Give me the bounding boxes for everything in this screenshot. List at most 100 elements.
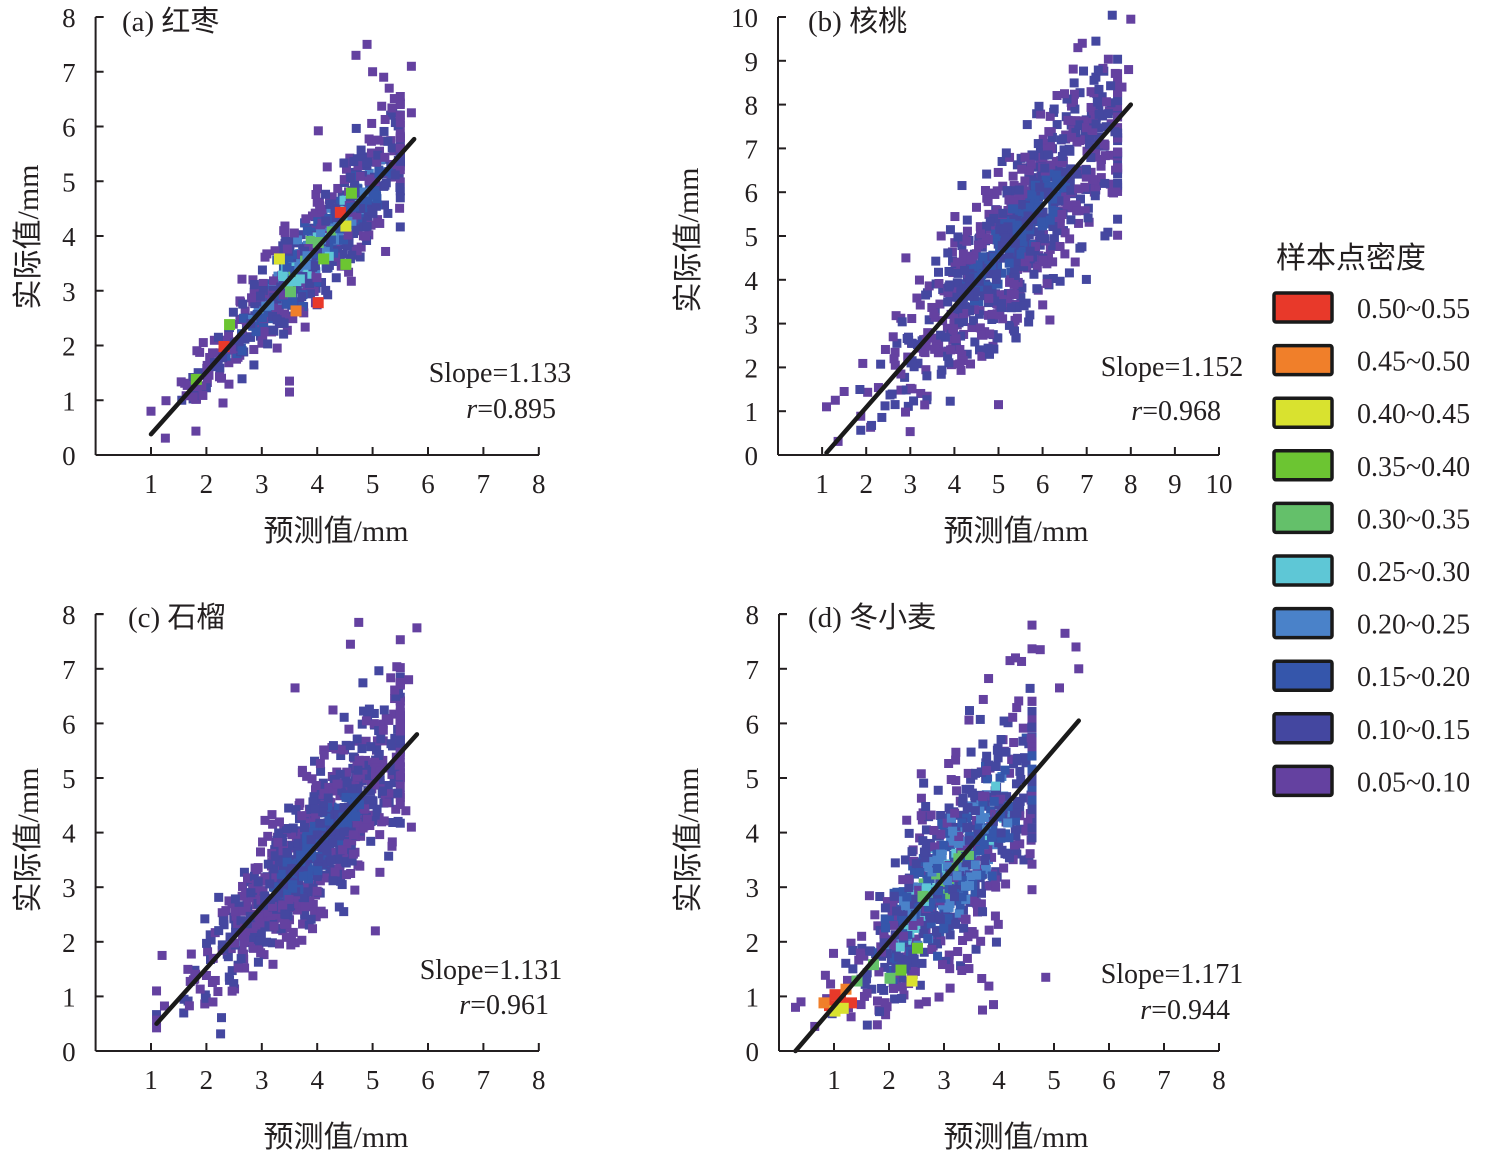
data-point — [267, 311, 277, 321]
data-point — [923, 328, 933, 338]
data-point — [1015, 766, 1025, 776]
data-point — [395, 203, 405, 213]
data-point — [933, 951, 943, 961]
data-point — [874, 967, 884, 977]
data-point — [857, 943, 867, 953]
data-point — [341, 792, 351, 802]
data-point — [379, 72, 389, 82]
data-point — [339, 195, 349, 205]
data-point — [331, 273, 341, 283]
data-point — [322, 263, 332, 273]
data-point — [295, 901, 305, 911]
data-point — [976, 936, 986, 946]
data-point — [269, 276, 279, 286]
data-point — [870, 910, 880, 920]
x-tick-label: 3 — [255, 1065, 269, 1095]
data-point — [305, 235, 315, 245]
data-point — [1043, 251, 1053, 261]
data-point — [373, 150, 383, 160]
data-point — [1027, 777, 1037, 787]
data-point — [1049, 104, 1059, 114]
data-point — [299, 246, 309, 256]
data-point — [1027, 644, 1037, 654]
data-point — [1027, 190, 1037, 200]
data-point — [1004, 833, 1014, 843]
data-point — [855, 385, 865, 395]
data-point — [952, 257, 962, 267]
data-point — [1066, 116, 1076, 126]
fit-line — [824, 102, 1134, 456]
data-point — [366, 800, 376, 810]
data-point — [1003, 718, 1013, 728]
data-point — [260, 921, 270, 931]
data-point — [872, 1020, 882, 1030]
data-point — [395, 193, 405, 203]
data-point — [339, 745, 349, 755]
data-point — [1061, 192, 1071, 202]
data-point — [313, 866, 323, 876]
data-point — [395, 156, 405, 166]
data-point — [248, 943, 258, 953]
data-point — [310, 804, 320, 814]
data-point — [352, 818, 362, 828]
data-point — [956, 836, 966, 846]
data-point — [367, 118, 377, 128]
data-point — [1052, 91, 1062, 101]
data-point — [1089, 88, 1099, 98]
data-point — [1100, 231, 1110, 241]
x-tick-label: 6 — [421, 1065, 435, 1095]
data-point — [942, 323, 952, 333]
x-tick-label: 1 — [815, 469, 829, 499]
legend-label: 0.05~0.10 — [1357, 767, 1470, 798]
axes: 1 2 3 4 5 6 7 8 0 1 2 3 4 5 6 7 8 — [746, 600, 1226, 1095]
data-point — [984, 925, 994, 935]
data-point — [250, 299, 260, 309]
data-point — [362, 39, 372, 49]
data-point — [237, 374, 247, 384]
data-point — [1030, 195, 1040, 205]
data-point — [190, 383, 200, 393]
x-tick-label: 2 — [859, 469, 873, 499]
data-point — [945, 983, 955, 993]
data-point — [945, 225, 955, 235]
data-point — [246, 332, 256, 342]
data-point — [217, 908, 227, 918]
data-point — [388, 766, 398, 776]
data-point — [1015, 796, 1025, 806]
data-point — [283, 279, 293, 289]
data-point — [342, 818, 352, 828]
data-point — [900, 900, 910, 910]
data-point — [919, 929, 929, 939]
data-point — [289, 228, 299, 238]
y-axis-title: 实际值/mm — [12, 767, 45, 912]
data-point — [957, 181, 967, 191]
data-point — [226, 344, 236, 354]
data-point — [1059, 134, 1069, 144]
data-point — [997, 268, 1007, 278]
data-point — [364, 771, 374, 781]
data-point — [909, 396, 919, 406]
data-point — [992, 186, 1002, 196]
data-point — [344, 237, 354, 247]
data-point — [960, 265, 970, 275]
data-point — [1042, 181, 1052, 191]
data-point — [317, 278, 327, 288]
data-point — [1069, 78, 1079, 88]
data-point — [282, 299, 292, 309]
data-point — [348, 807, 358, 817]
data-point — [867, 420, 877, 430]
data-point — [973, 828, 983, 838]
data-point — [1025, 683, 1035, 693]
data-point — [215, 363, 225, 373]
axes: 1 2 3 4 5 6 7 8 0 1 2 3 4 5 6 7 8 — [62, 600, 545, 1095]
data-point — [901, 925, 911, 935]
data-point — [1027, 722, 1037, 732]
data-point — [995, 216, 1005, 226]
data-point — [914, 999, 924, 1009]
data-point — [311, 836, 321, 846]
data-point — [309, 792, 319, 802]
data-point — [205, 930, 215, 940]
data-point — [944, 266, 954, 276]
data-point — [255, 918, 265, 928]
data-point — [320, 873, 330, 883]
